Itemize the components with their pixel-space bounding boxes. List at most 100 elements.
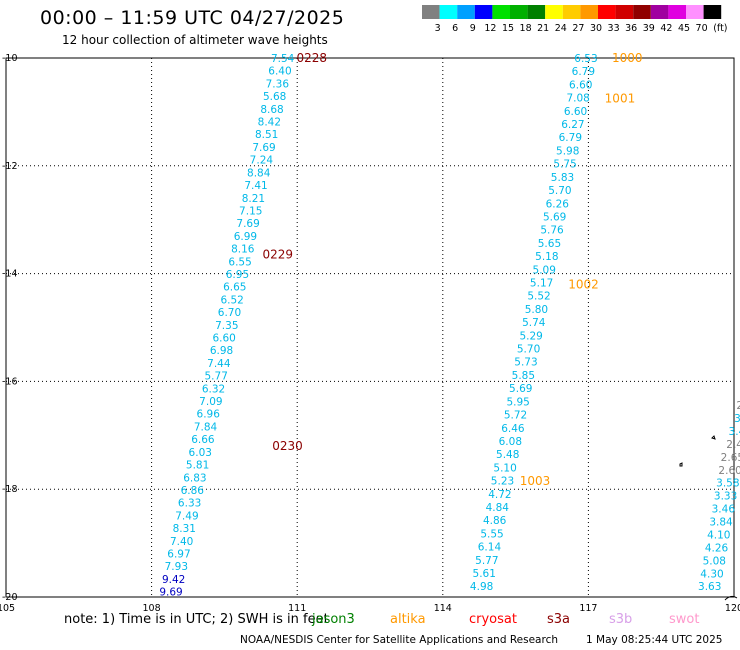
legend-label: 33 [608,23,620,34]
wave-height-label: 5.17 [530,277,553,289]
wave-height-label: 5.85 [512,370,535,382]
pass-time-label: 0228 [296,51,327,65]
wave-height-label: 5.55 [480,528,503,540]
wave-height-label: 3.4 [729,426,740,438]
longitude-tick-label: 105 [0,603,15,614]
wave-height-label: 6.14 [478,542,502,554]
wave-height-label: 6.86 [181,485,205,497]
legend-label: 18 [520,23,532,34]
coast-outline [724,595,738,601]
legend-label: 9 [470,23,476,34]
legend-swatch [474,5,493,19]
latitude-tick-label: -20 [2,592,18,603]
legend-label: 39 [643,23,655,34]
wave-height-label: 4.10 [707,529,730,541]
wave-height-label: 7.84 [194,421,218,433]
legend-swatch [650,5,669,19]
coastline [679,435,738,601]
legend-swatch [439,5,458,19]
wave-height-label: 5.72 [504,410,527,422]
wave-height-label: 2. [736,400,740,412]
wave-height-label: 6.95 [226,269,249,281]
wave-height-label: 7.36 [266,78,290,90]
legend-label: 70 [696,23,708,34]
legend-swatch [598,5,616,19]
wave-height-label: 6.99 [234,231,257,243]
wave-height-label: 7.15 [239,205,262,217]
legend-label: 24 [555,23,567,34]
wave-height-label: 6.03 [189,447,212,459]
wave-height-label: 4.26 [705,542,729,554]
satellite-label-s3a: s3a [547,612,571,627]
wave-height-label: 5.73 [514,357,537,369]
wave-height-label: 7.40 [170,536,193,548]
wave-height-label: 2.4 [726,439,740,451]
latitude-tick-label: -14 [2,269,18,280]
wave-height-label: 5.80 [525,304,548,316]
wave-height-label: 4.84 [486,502,510,514]
wave-height-label: 3. [734,413,740,425]
legend-label: 12 [484,23,496,34]
altimeter-track: 6.536.796.607.086.606.276.795.985.755.83… [470,53,598,593]
wave-height-label: 6.97 [167,548,190,560]
wave-height-label: 5.10 [493,462,516,474]
wave-height-label: 6.40 [268,66,291,78]
wave-height-label: 6.08 [499,436,522,448]
wave-height-label: 6.79 [572,66,595,78]
wave-height-label: 5.83 [551,172,574,184]
wave-height-label: 7.69 [236,218,259,230]
wave-height-label: 3.63 [698,581,721,593]
wave-height-label: 7.69 [252,142,275,154]
wave-height-label: 3.33 [714,491,737,503]
altimeter-tracks: 7.546.407.365.688.688.428.517.697.248.84… [159,53,740,599]
legend-swatch [562,5,581,19]
wave-height-label: 5.81 [186,460,209,472]
wave-height-label: 6.60 [564,106,587,118]
wave-height-label: 6.96 [197,409,221,421]
pass-time-label: 1003 [520,474,551,488]
pass-time-label: 1001 [605,91,636,105]
wave-height-label: 5.74 [522,317,546,329]
wave-height-label: 6.70 [218,307,241,319]
wave-height-label: 6.53 [574,53,597,65]
satellite-label-altika: altika [390,612,426,627]
wave-height-label: 9.69 [159,587,182,599]
wave-height-label: 6.98 [210,345,233,357]
legend-swatch [633,5,651,19]
wave-height-label: 6.32 [202,383,225,395]
wave-height-label: 7.35 [215,320,238,332]
wave-height-label: 6.79 [559,132,582,144]
wave-height-label: 3.46 [712,504,736,516]
wave-height-label: 7.09 [199,396,222,408]
legend-unit: (ft) [713,23,727,34]
wave-height-label: 6.66 [191,434,215,446]
island-outline [679,462,683,467]
satellite-label-jason3: jason3 [312,612,355,627]
wave-height-label: 4.98 [470,581,493,593]
latitude-tick-label: -12 [2,161,18,172]
longitude-tick-label: 117 [579,603,597,614]
wave-height-label: 2.65 [721,452,740,464]
pass-time-label: 0229 [263,248,294,262]
wave-height-label: 4.72 [488,489,511,501]
longitude-tick-label: 108 [143,603,161,614]
longitude-tick-label: 111 [288,603,306,614]
legend-swatch [510,5,528,19]
wave-height-label: 5.75 [553,159,576,171]
map-frame [5,57,735,598]
wave-height-label: 7.44 [207,358,231,370]
wave-height-label: 6.33 [178,498,201,510]
legend-label: 3 [435,23,441,34]
wave-height-label: 4.30 [700,568,723,580]
wave-height-label: 7.24 [250,155,274,167]
legend-label: 45 [678,23,690,34]
wave-height-label: 6.60 [569,79,592,91]
legend-swatch [703,5,722,19]
wave-height-label: 3.84 [709,517,733,529]
wave-height-label: 6.83 [183,472,206,484]
pass-time-label: 1000 [612,51,643,65]
wave-height-label: 5.70 [517,344,540,356]
altimeter-track: 7.546.407.365.688.688.428.517.697.248.84… [159,53,294,599]
wave-height-label: 8.16 [231,244,255,256]
